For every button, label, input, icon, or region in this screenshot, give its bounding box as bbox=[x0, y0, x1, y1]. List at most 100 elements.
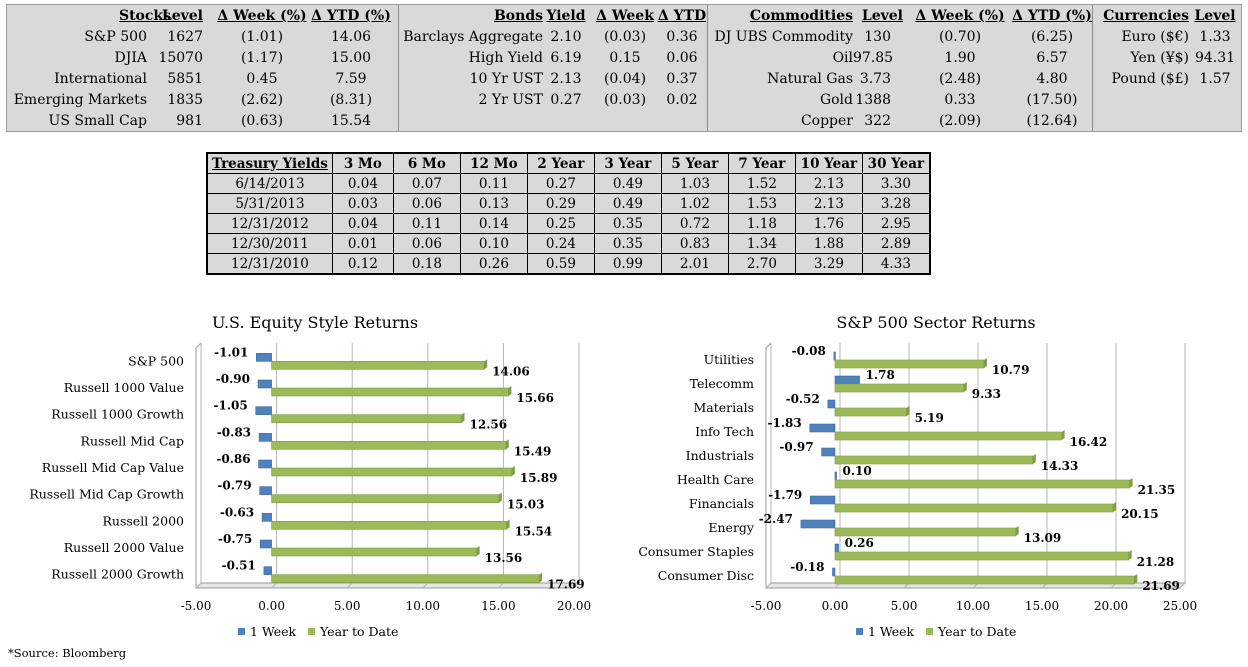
commodity-week: 0.33 bbox=[944, 92, 976, 108]
table-header: 30 Year bbox=[861, 152, 931, 174]
chart-floor bbox=[194, 582, 581, 589]
stock-ytd: 15.00 bbox=[330, 50, 372, 66]
table-cell: 2.13 bbox=[794, 193, 863, 214]
table-header: 6 Mo bbox=[392, 152, 461, 174]
x-tick-label: 20.00 bbox=[1094, 599, 1128, 613]
table-cell: 3.30 bbox=[861, 173, 931, 194]
data-label-year-to-date: 14.06 bbox=[492, 364, 530, 378]
commodities-week-header: Δ Week (%) bbox=[915, 8, 1005, 24]
bond-ytd: 0.02 bbox=[666, 92, 698, 108]
bond-ytd: 0.36 bbox=[666, 29, 698, 45]
data-label-1-week: -0.18 bbox=[790, 560, 824, 574]
bar-year-to-date-side bbox=[461, 412, 465, 423]
category-label: Consumer Disc bbox=[658, 568, 754, 583]
table-cell: 0.18 bbox=[392, 253, 461, 275]
table-cell: 0.29 bbox=[526, 193, 595, 214]
bar-year-to-date bbox=[271, 414, 462, 423]
commodity-name: DJ UBS Commodity bbox=[714, 29, 853, 45]
data-label-1-week: 0.10 bbox=[843, 464, 872, 478]
bond-week: (0.04) bbox=[603, 71, 647, 87]
table-cell: 2.70 bbox=[727, 253, 796, 275]
data-label-1-week: -0.75 bbox=[218, 532, 252, 546]
data-label-year-to-date: 15.03 bbox=[507, 498, 545, 512]
chart-title: U.S. Equity Style Returns bbox=[212, 313, 418, 332]
commodities-header: Commodities bbox=[749, 8, 853, 24]
bar-year-to-date bbox=[834, 551, 1129, 561]
stock-name: US Small Cap bbox=[48, 113, 147, 129]
table-cell: 0.03 bbox=[331, 193, 394, 214]
currency-level: 94.31 bbox=[1194, 50, 1236, 66]
bar-year-to-date-side bbox=[906, 406, 910, 416]
bar-year-to-date-side bbox=[1061, 430, 1065, 440]
bar-year-to-date bbox=[834, 383, 965, 393]
category-label: Info Tech bbox=[695, 424, 754, 439]
stock-ytd: (8.31) bbox=[329, 92, 373, 108]
bond-yield: 2.13 bbox=[550, 71, 582, 87]
commodities-ytd-header: Δ YTD (%) bbox=[1012, 8, 1092, 24]
legend-swatch-year-to-date bbox=[926, 628, 933, 635]
bar-1-week bbox=[258, 433, 272, 442]
data-label-year-to-date: 17.69 bbox=[547, 578, 585, 592]
gridline bbox=[422, 582, 429, 589]
stock-week: (0.63) bbox=[240, 113, 284, 129]
stock-level: 1835 bbox=[167, 92, 203, 108]
table-cell: 0.27 bbox=[526, 173, 595, 194]
legend-label-1-week: 1 Week bbox=[868, 624, 915, 639]
table-cell: 0.06 bbox=[392, 233, 461, 254]
commodity-ytd: (12.64) bbox=[1026, 113, 1078, 129]
market-summary-panel: Stocks Level Δ Week (%) Δ YTD (%) S&P 50… bbox=[6, 4, 1242, 132]
stock-level: 1627 bbox=[167, 29, 203, 45]
category-label: Consumer Staples bbox=[638, 544, 754, 559]
commodity-week: (0.70) bbox=[938, 29, 982, 45]
commodity-ytd: 6.57 bbox=[1036, 50, 1068, 66]
bond-ytd: 0.06 bbox=[666, 50, 698, 66]
bar-year-to-date bbox=[834, 575, 1135, 585]
treasury-yields-table: Treasury Yields 3 Mo 6 Mo 12 Mo 2 Year 3… bbox=[206, 152, 931, 275]
bar-year-to-date-side bbox=[1134, 574, 1138, 584]
bar-year-to-date-side bbox=[476, 546, 480, 556]
table-cell: 2.01 bbox=[660, 253, 729, 275]
bar-1-week bbox=[821, 447, 836, 457]
commodity-ytd: (17.50) bbox=[1026, 92, 1078, 108]
bar-1-week bbox=[809, 423, 836, 433]
data-label-year-to-date: 12.56 bbox=[470, 418, 508, 432]
gridline bbox=[195, 582, 202, 589]
data-label-year-to-date: 16.42 bbox=[1070, 435, 1108, 449]
table-cell: 2.13 bbox=[794, 173, 863, 194]
data-label-1-week: -1.79 bbox=[768, 488, 802, 502]
table-cell: 0.83 bbox=[660, 233, 729, 254]
category-label: Russell 2000 Value bbox=[64, 540, 184, 555]
table-header: 5 Year bbox=[660, 152, 729, 174]
data-label-1-week: -0.97 bbox=[779, 440, 813, 454]
divider bbox=[707, 5, 708, 131]
category-label: Russell 1000 Growth bbox=[51, 407, 184, 422]
table-cell: 0.13 bbox=[459, 193, 528, 214]
table-cell: 0.01 bbox=[331, 233, 394, 254]
stocks-header: Stocks bbox=[118, 8, 171, 24]
data-label-year-to-date: 5.19 bbox=[915, 411, 944, 425]
data-label-year-to-date: 20.15 bbox=[1121, 507, 1159, 521]
commodity-name: Natural Gas bbox=[767, 71, 853, 87]
table-cell: 2.89 bbox=[861, 233, 931, 254]
bar-1-week bbox=[258, 459, 272, 469]
data-label-1-week: -1.01 bbox=[214, 345, 248, 359]
table-row: 12/31/2010 0.12 0.18 0.26 0.59 0.99 2.01… bbox=[206, 253, 931, 275]
table-cell: 0.06 bbox=[392, 193, 461, 214]
stock-ytd: 14.06 bbox=[330, 29, 372, 45]
bar-year-to-date bbox=[834, 503, 1114, 513]
bar-1-week bbox=[809, 495, 836, 505]
data-label-1-week: -0.86 bbox=[216, 452, 250, 466]
stock-name: International bbox=[54, 71, 147, 87]
table-cell: 0.26 bbox=[459, 253, 528, 275]
stock-ytd: 7.59 bbox=[335, 71, 367, 87]
table-cell: 0.14 bbox=[459, 213, 528, 234]
category-label: Industrials bbox=[686, 448, 754, 463]
bar-year-to-date-side bbox=[511, 466, 515, 476]
category-label: Telecomm bbox=[690, 376, 755, 391]
bar-1-week bbox=[834, 471, 837, 481]
bond-name: Barclays Aggregate bbox=[403, 29, 543, 45]
data-label-year-to-date: 13.09 bbox=[1024, 531, 1062, 545]
category-label: Health Care bbox=[677, 472, 754, 487]
bonds-ytd-header: Δ YTD bbox=[657, 8, 707, 24]
data-label-1-week: -0.79 bbox=[217, 479, 251, 493]
